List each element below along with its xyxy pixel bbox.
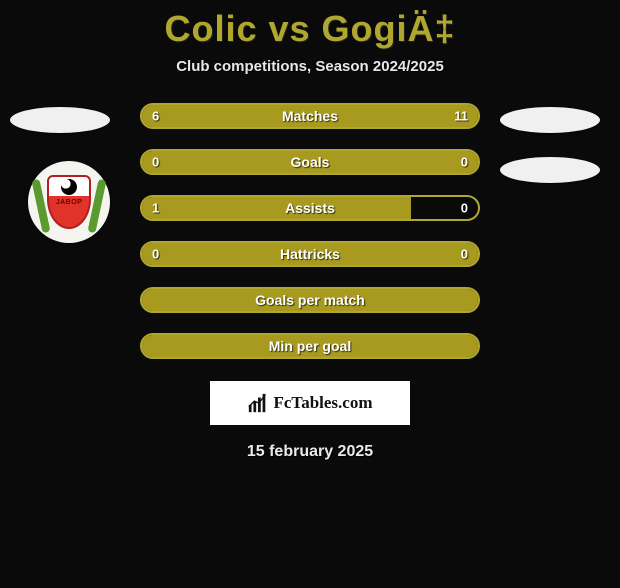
stat-value-left: 1 [152, 201, 159, 216]
comparison-content: JABOP 6 11 Matches 0 0 Goals 1 0 Assists 0 0 Hattri… [0, 103, 620, 461]
stat-row: 6 11 Matches [140, 103, 480, 129]
stat-value-left: 6 [152, 109, 159, 124]
badge-text: JABOP [56, 199, 83, 206]
stat-label: Min per goal [269, 338, 351, 354]
team-left-badge: JABOP [28, 161, 110, 243]
brand-box[interactable]: FcTables.com [210, 381, 410, 425]
stat-row: 0 0 Goals [140, 149, 480, 175]
date-text: 15 february 2025 [0, 443, 620, 461]
stat-value-left: 0 [152, 247, 159, 262]
stats-bars: 6 11 Matches 0 0 Goals 1 0 Assists 0 0 Hattricks Goa… [140, 103, 480, 359]
player-right-avatar-placeholder [500, 107, 600, 133]
stat-value-right: 0 [461, 155, 468, 170]
stat-label: Matches [282, 108, 338, 124]
page-title: Colic vs GogiÄ‡ [0, 8, 620, 50]
stat-row: Min per goal [140, 333, 480, 359]
player-left-avatar-placeholder [10, 107, 110, 133]
stat-label: Goals [291, 154, 330, 170]
subtitle: Club competitions, Season 2024/2025 [0, 58, 620, 75]
shield-icon: JABOP [47, 175, 91, 229]
stat-row: 1 0 Assists [140, 195, 480, 221]
team-right-badge-placeholder [500, 157, 600, 183]
stat-label: Hattricks [280, 246, 340, 262]
stat-value-right: 11 [454, 109, 468, 124]
stat-label: Assists [285, 200, 335, 216]
brand-text: FcTables.com [273, 393, 372, 413]
stat-row: 0 0 Hattricks [140, 241, 480, 267]
stat-value-right: 0 [461, 247, 468, 262]
stat-value-left: 0 [152, 155, 159, 170]
stat-row: Goals per match [140, 287, 480, 313]
bar-fill-left [142, 197, 411, 219]
brand-logo-icon [247, 392, 269, 414]
stat-label: Goals per match [255, 292, 365, 308]
stat-value-right: 0 [461, 201, 468, 216]
bar-fill-left [142, 105, 260, 127]
